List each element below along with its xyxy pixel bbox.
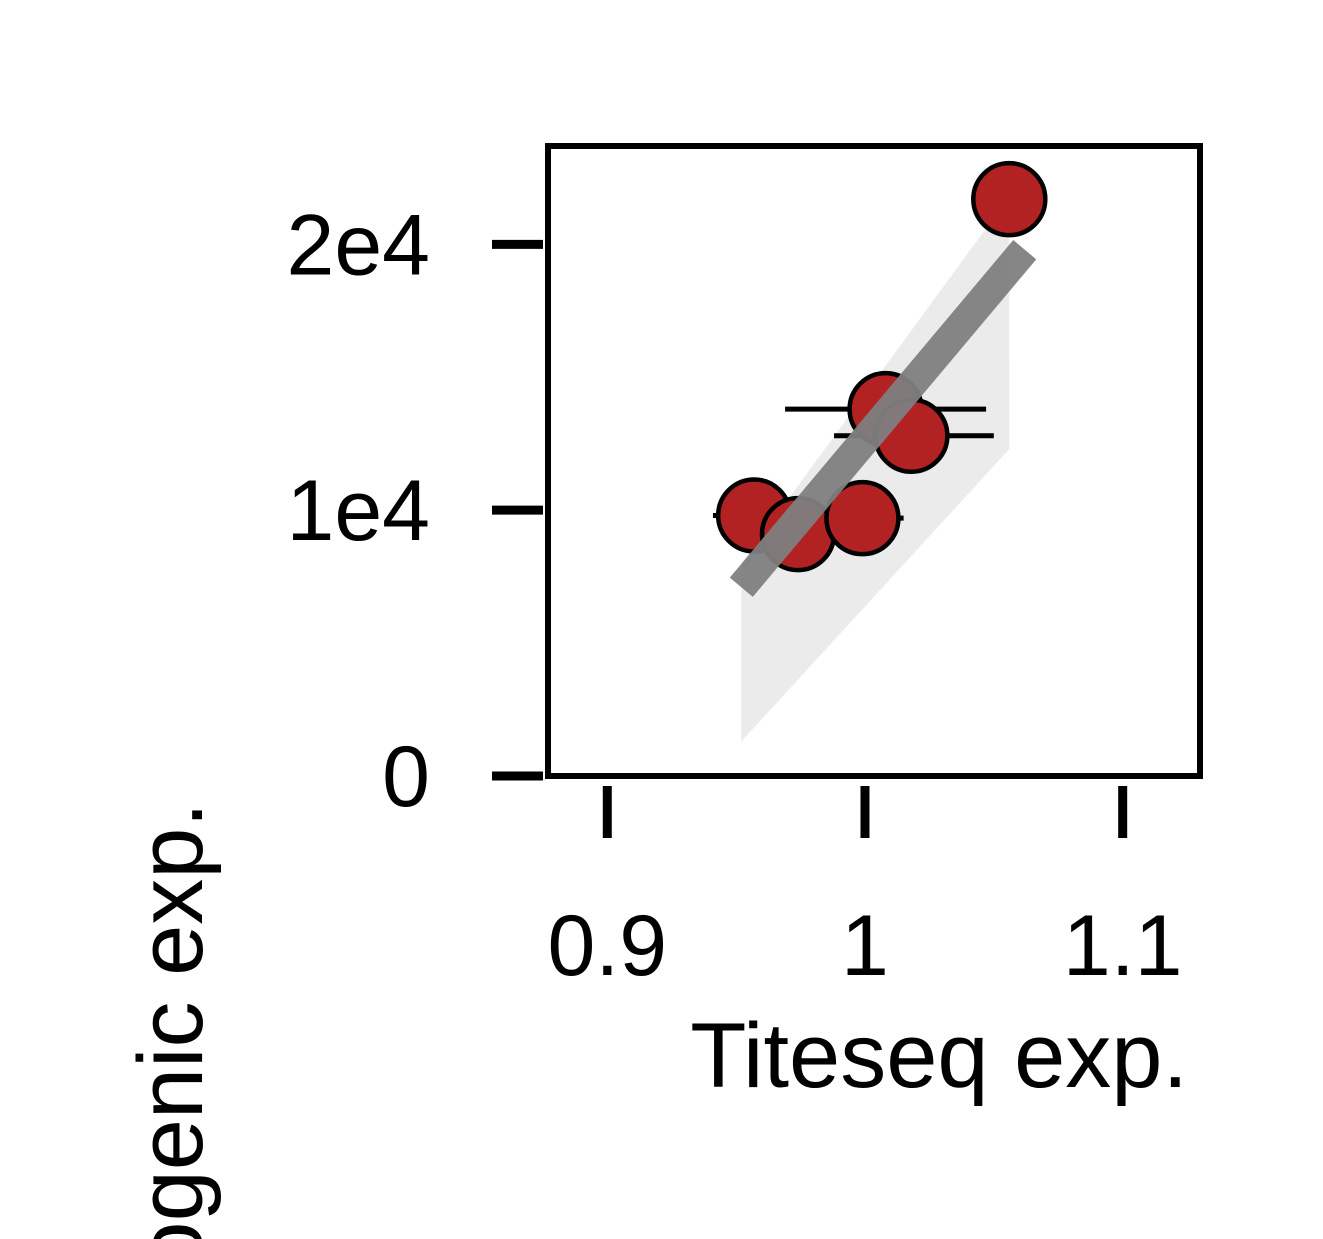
- x-axis-label: Titeseq exp.: [690, 1005, 1188, 1107]
- x-tick-label-2: 1: [841, 898, 889, 994]
- confidence-band: [741, 196, 1010, 742]
- fit-line: [729, 240, 1037, 597]
- y-axis-label: Isogenic exp.: [120, 802, 222, 1239]
- fit-line-layer: [729, 240, 1037, 597]
- plot-frame: [545, 143, 1203, 779]
- data-point-3: [824, 479, 901, 557]
- confidence-band-layer: [741, 196, 1010, 742]
- x-tick-label-3: 1.1: [1063, 898, 1183, 994]
- y-tick-label-3: 2e4: [287, 197, 431, 293]
- y-tick-label-1: 0: [382, 729, 430, 825]
- y-axis: 0 1e4 2e4: [287, 197, 543, 825]
- x-axis: 0.9 1 1.1: [547, 786, 1182, 994]
- y-tick-label-2: 1e4: [287, 463, 431, 559]
- x-tick-label-1: 0.9: [547, 898, 667, 994]
- data-point-6: [971, 160, 1048, 238]
